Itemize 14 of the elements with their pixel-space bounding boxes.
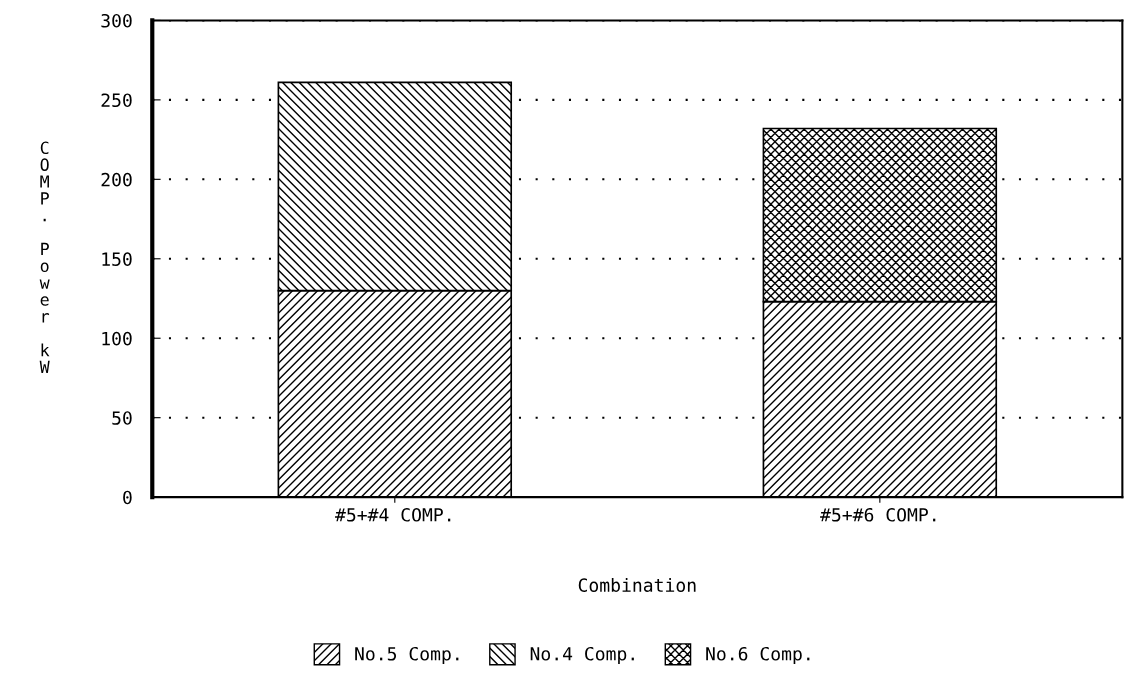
y-tick-label: 150 [102, 252, 132, 266]
y-tick-label: 300 [101, 13, 132, 28]
y-tick-label: 50 [112, 411, 132, 425]
legend-label: No.5 Comp. [355, 646, 459, 665]
x-axis-title: Combination [578, 577, 696, 592]
y-tick-label: 100 [102, 331, 132, 346]
x-tick-label: #5+#6 COMP. [820, 507, 936, 522]
y-tick-label: 250 [101, 93, 132, 108]
x-tick-label: #5+#4 COMP. [335, 507, 451, 522]
legend-label: No.6 Comp. [706, 646, 810, 665]
legend-label: No.4 Comp. [530, 646, 634, 665]
y-tick-label: 200 [101, 172, 132, 187]
y-tick-label: 0 [123, 490, 132, 505]
text: COMP. Power kW [39, 141, 50, 373]
